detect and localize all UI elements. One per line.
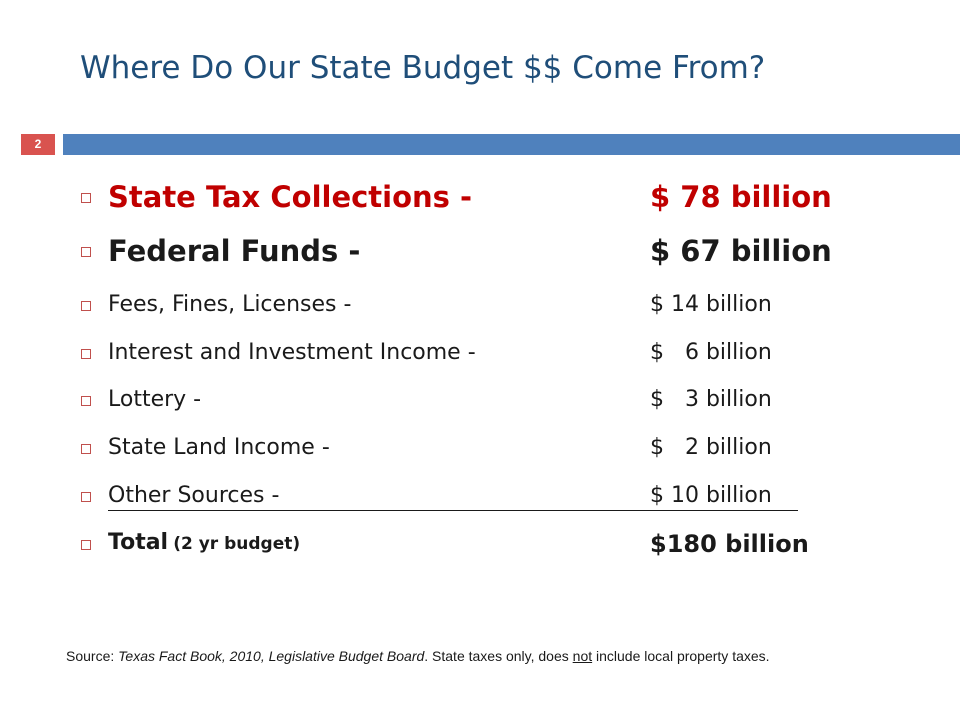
square-bullet-icon: [81, 193, 91, 203]
source-middle: . State taxes only, does: [424, 648, 573, 664]
total-amount: $180 billion: [650, 530, 809, 558]
revenue-amount: $ 67 billion: [650, 234, 832, 268]
square-bullet-icon: [81, 540, 91, 550]
source-suffix: include local property taxes.: [592, 648, 770, 664]
slide-title: Where Do Our State Budget $$ Come From?: [80, 50, 766, 86]
revenue-amount: $ 2 billion: [650, 435, 772, 460]
total-note: (2 yr budget): [173, 534, 301, 554]
revenue-amount: $ 6 billion: [650, 340, 772, 365]
revenue-label: Federal Funds -: [108, 234, 361, 268]
revenue-label: Lottery -: [108, 387, 202, 412]
square-bullet-icon: [81, 492, 91, 502]
header-bar: [63, 134, 960, 155]
source-note: Source: Texas Fact Book, 2010, Legislati…: [66, 648, 770, 664]
revenue-label: State Tax Collections -: [108, 180, 473, 214]
page-number-badge: 2: [21, 134, 55, 155]
revenue-amount: $ 78 billion: [650, 180, 832, 214]
square-bullet-icon: [81, 444, 91, 454]
square-bullet-icon: [81, 301, 91, 311]
revenue-amount: $ 10 billion: [650, 483, 772, 508]
square-bullet-icon: [81, 247, 91, 257]
source-prefix: Source:: [66, 648, 119, 664]
revenue-amount: $ 3 billion: [650, 387, 772, 412]
underline-rule: [108, 510, 798, 511]
square-bullet-icon: [81, 349, 91, 359]
revenue-label: Fees, Fines, Licenses -: [108, 292, 352, 317]
revenue-label: State Land Income -: [108, 435, 330, 460]
revenue-amount: $ 14 billion: [650, 292, 772, 317]
revenue-label: Other Sources -: [108, 483, 280, 508]
total-label: Total: [108, 530, 169, 555]
source-emphasis: not: [572, 648, 593, 664]
square-bullet-icon: [81, 396, 91, 406]
source-book: Texas Fact Book, 2010, Legislative Budge…: [118, 648, 425, 664]
total-label-group: Total (2 yr budget): [108, 530, 300, 555]
revenue-label: Interest and Investment Income -: [108, 340, 476, 365]
